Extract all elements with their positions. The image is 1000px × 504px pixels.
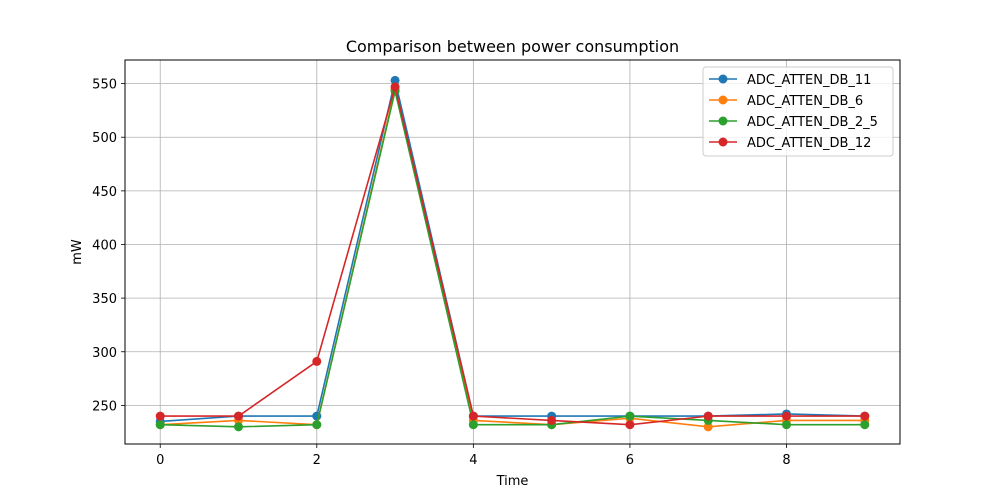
- legend-item: ADC_ATTEN_DB_11: [709, 73, 871, 88]
- data-point: [390, 75, 400, 85]
- y-tick-label: 300: [92, 346, 117, 361]
- ticks: 0 2 4 6 8 250 300 350 400 450 500 550: [92, 78, 790, 468]
- x-tick-label: 4: [469, 453, 477, 468]
- y-tick-label: 450: [92, 185, 117, 200]
- data-point: [155, 411, 165, 421]
- legend-item: ADC_ATTEN_DB_12: [709, 136, 871, 151]
- plot-frame: [124, 59, 901, 445]
- legend-marker-swatch: [718, 95, 728, 105]
- series-group: [155, 75, 870, 432]
- series-line: [160, 90, 865, 428]
- legend-item: ADC_ATTEN_DB_2_5: [709, 115, 878, 130]
- data-point: [860, 420, 870, 430]
- legend-box: [702, 66, 894, 157]
- data-point: [703, 422, 713, 432]
- data-point: [468, 420, 478, 430]
- x-tick-label: 6: [626, 453, 634, 468]
- y-tick-label: 550: [92, 78, 117, 93]
- y-axis-label: mW: [70, 239, 85, 265]
- chart-title: Comparison between power consumption: [346, 37, 679, 56]
- legend-marker-swatch: [718, 137, 728, 147]
- data-point: [703, 411, 713, 421]
- data-point: [468, 411, 478, 421]
- legend-label: ADC_ATTEN_DB_2_5: [747, 115, 878, 130]
- data-point: [781, 411, 791, 421]
- data-point: [860, 411, 870, 421]
- legend-marker-swatch: [718, 74, 728, 84]
- series-line: [160, 88, 865, 428]
- data-point: [312, 356, 322, 366]
- data-point: [312, 420, 322, 430]
- x-tick-label: 2: [313, 453, 321, 468]
- data-point: [234, 422, 244, 432]
- legend-label: ADC_ATTEN_DB_11: [747, 73, 871, 88]
- data-point: [781, 420, 791, 430]
- data-point: [547, 415, 557, 425]
- legend-label: ADC_ATTEN_DB_6: [747, 94, 863, 109]
- legend: ADC_ATTEN_DB_11 ADC_ATTEN_DB_6 ADC_ATTEN_D…: [702, 66, 894, 157]
- legend-items: ADC_ATTEN_DB_11 ADC_ATTEN_DB_6 ADC_ATTEN_D…: [709, 73, 878, 151]
- x-tick-label: 0: [156, 453, 164, 468]
- series-line: [160, 86, 865, 426]
- data-point: [625, 420, 635, 430]
- y-tick-label: 500: [92, 131, 117, 146]
- x-tick-label: 8: [782, 453, 790, 468]
- series-adc-atten-db-12: [155, 82, 870, 430]
- y-tick-label: 250: [92, 399, 117, 414]
- data-point: [234, 411, 244, 421]
- series-line: [160, 79, 865, 423]
- legend-marker-swatch: [718, 116, 728, 126]
- x-axis-label: Time: [496, 474, 529, 489]
- y-tick-label: 350: [92, 292, 117, 307]
- legend-item: ADC_ATTEN_DB_6: [709, 94, 863, 109]
- data-point: [155, 420, 165, 430]
- y-tick-label: 400: [92, 238, 117, 253]
- data-point: [625, 411, 635, 421]
- data-point: [390, 82, 400, 92]
- legend-label: ADC_ATTEN_DB_12: [747, 136, 871, 151]
